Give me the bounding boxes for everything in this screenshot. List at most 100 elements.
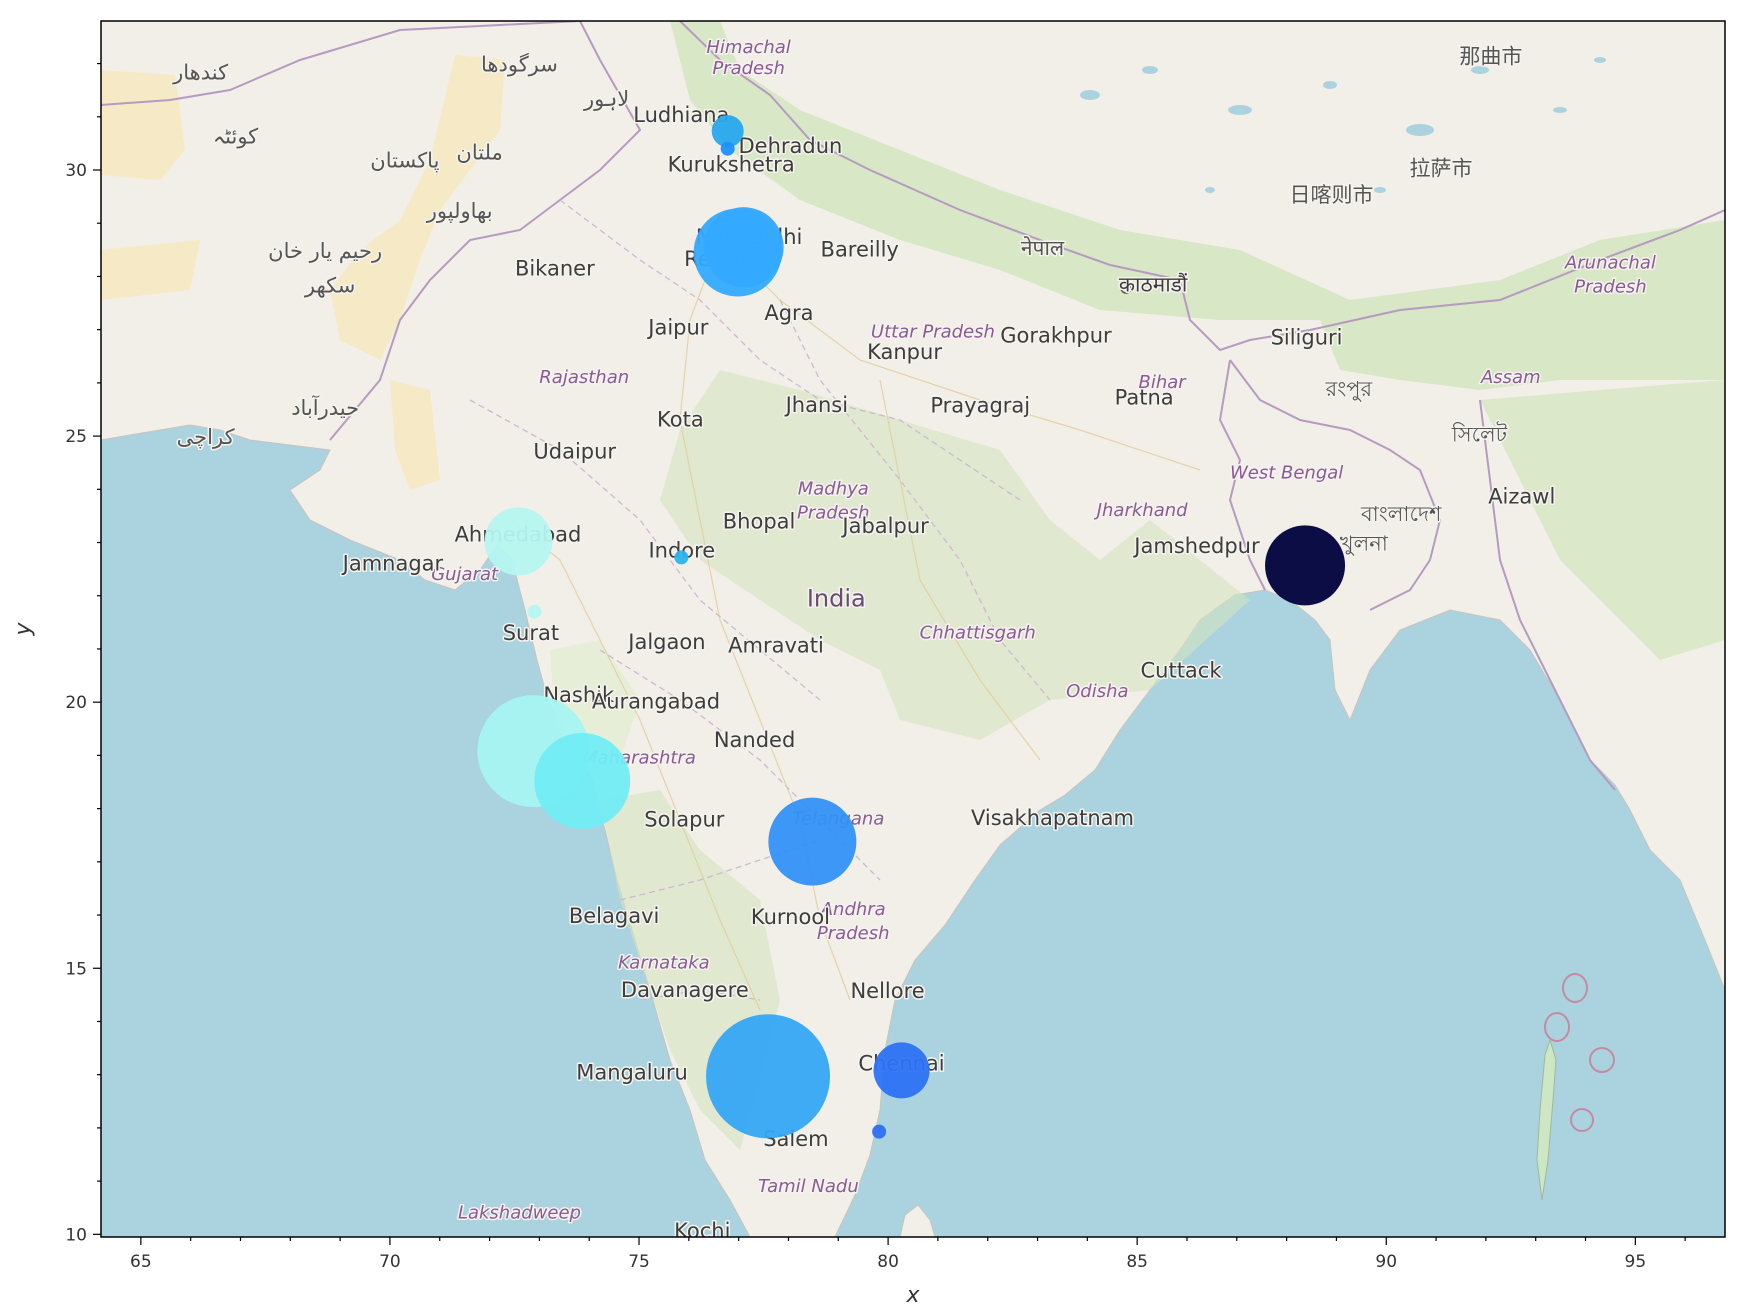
map-label-city: Jalgaon	[626, 630, 705, 654]
basemap[interactable]: Himachal Pradesh Rajasthan Uttar Pradesh Bih…	[101, 21, 1725, 1243]
map-label-city: Kurnool	[751, 905, 830, 929]
x-tick-label: 85	[1126, 1252, 1148, 1272]
map-label-foreign: 那曲市	[1459, 45, 1522, 69]
map-label-city: Gorakhpur	[1000, 323, 1112, 347]
map-label-foreign: বাংলাদেশ	[1360, 502, 1442, 526]
data-point[interactable]	[706, 1014, 831, 1139]
map-label-foreign: حیدرآباد	[291, 395, 359, 420]
map-label-foreign: سکھر	[304, 273, 355, 297]
map-label-states: Pradesh	[1574, 276, 1647, 297]
map-label-city: Nanded	[714, 728, 795, 752]
map-label-city: Bareilly	[821, 238, 899, 262]
map-label-city: Kanpur	[867, 340, 942, 364]
data-point[interactable]	[720, 141, 735, 156]
plot-frame	[100, 20, 1726, 1238]
map-label-city: Siliguri	[1271, 326, 1343, 350]
map-label-foreign: ملتان	[456, 140, 502, 164]
map-label-foreign: رحیم یار خان	[268, 239, 382, 264]
map-label-states: West Bengal	[1230, 463, 1343, 484]
map-label-states: Himachal	[706, 37, 790, 58]
y-tick-label: 20	[65, 693, 87, 713]
map-label-city: Davanagere	[621, 978, 749, 1002]
data-point[interactable]	[527, 604, 542, 619]
map-label-city: Kochi	[674, 1219, 730, 1243]
y-tick-label: 30	[65, 161, 87, 181]
country-borders	[101, 21, 1725, 791]
map-label-city: Patna	[1115, 386, 1174, 410]
y-axis: 10 15 20 25 30	[65, 62, 101, 1245]
map-label-city: India	[807, 584, 866, 612]
map-label-city: Bikaner	[515, 256, 595, 280]
map-label-city: Jaipur	[646, 315, 709, 339]
map-label-city: Bhopal	[723, 510, 796, 534]
map-label-city: Kota	[657, 408, 704, 432]
x-tick-label: 70	[379, 1252, 401, 1272]
map-label-states: Odisha	[1066, 681, 1128, 702]
data-point[interactable]	[711, 115, 744, 148]
data-point[interactable]	[693, 208, 782, 297]
map-label-city: Solapur	[644, 808, 725, 832]
map-label-city: Kurukshetra	[668, 153, 795, 177]
map-label-city: Prayagraj	[930, 394, 1030, 418]
roads	[509, 239, 1201, 1011]
map-label-states: Bihar	[1138, 372, 1187, 393]
map-label-city: Belagavi	[569, 904, 660, 928]
map-label-city: Dehradun	[739, 134, 843, 158]
map-label-foreign: नेपाल	[1021, 236, 1065, 260]
data-point[interactable]	[873, 1042, 930, 1099]
map-label-city: Ludhiana	[633, 103, 729, 127]
map-label-states: Assam	[1480, 367, 1541, 388]
map-label-foreign: 日喀则市	[1289, 183, 1373, 207]
map-label-states: Karnataka	[618, 952, 710, 973]
map-label-city: Udaipur	[533, 439, 616, 463]
map-label-states: Rajasthan	[539, 367, 629, 388]
x-tick-label: 65	[130, 1252, 152, 1272]
map-label-states: Andhra	[820, 899, 886, 920]
data-point[interactable]	[768, 797, 857, 886]
map-label-city: Aizawl	[1488, 485, 1555, 509]
map-label-states: Jharkhand	[1094, 500, 1188, 521]
map-label-states: Lakshadweep	[458, 1202, 581, 1223]
map-label-foreign: سرگودھا	[481, 53, 558, 77]
map-label-foreign: খুলনা	[1340, 532, 1389, 556]
x-tick-label: 95	[1625, 1252, 1647, 1272]
map-label-states: Chhattisgarh	[920, 622, 1036, 643]
map-label-city: Amravati	[728, 634, 824, 658]
map-label-city: Mangaluru	[576, 1060, 688, 1084]
x-axis-title: x	[905, 1283, 920, 1308]
x-tick-label: 90	[1375, 1252, 1397, 1272]
data-point[interactable]	[1265, 525, 1346, 606]
data-point[interactable]	[534, 732, 631, 829]
map-label-city: Surat	[503, 621, 559, 645]
x-axis: 65 70 75 80 85 90 95	[130, 1237, 1686, 1272]
lakes	[1080, 57, 1606, 193]
map-label-city: Nellore	[850, 979, 924, 1003]
map-label-city: Jabalpur	[840, 514, 929, 538]
y-tick-label: 10	[65, 1225, 87, 1245]
map-label-states: Arunachal	[1564, 252, 1656, 273]
map-label-foreign: کندهار	[172, 61, 228, 85]
map-label-foreign: 拉萨市	[1410, 156, 1473, 180]
map-label-foreign: রংপুর	[1325, 377, 1373, 401]
y-axis-title: y	[11, 622, 36, 637]
map-label-city: Jamshedpur	[1132, 534, 1260, 558]
map-label-foreign: کوئٹہ	[213, 124, 258, 148]
x-tick-label: 75	[628, 1252, 650, 1272]
map-label-city: Aurangabad	[592, 690, 720, 714]
map-label-foreign: پاکستان	[370, 148, 439, 172]
y-tick-label: 25	[65, 427, 87, 447]
x-tick-label: 80	[877, 1252, 899, 1272]
data-point[interactable]	[872, 1124, 887, 1139]
map-label-city: काठमाडौं	[1119, 272, 1188, 296]
map-label-states: Uttar Pradesh	[871, 322, 995, 343]
map-label-city: Cuttack	[1140, 659, 1222, 683]
map-label-states: Madhya	[798, 479, 869, 500]
map-label-states: Pradesh	[797, 503, 870, 524]
data-point[interactable]	[674, 550, 689, 565]
data-point[interactable]	[484, 507, 553, 576]
map-label-foreign: সিলেট	[1451, 421, 1508, 446]
map-label-city: Agra	[764, 301, 813, 325]
y-tick-label: 15	[65, 959, 87, 979]
state-borders	[469, 199, 1051, 1001]
